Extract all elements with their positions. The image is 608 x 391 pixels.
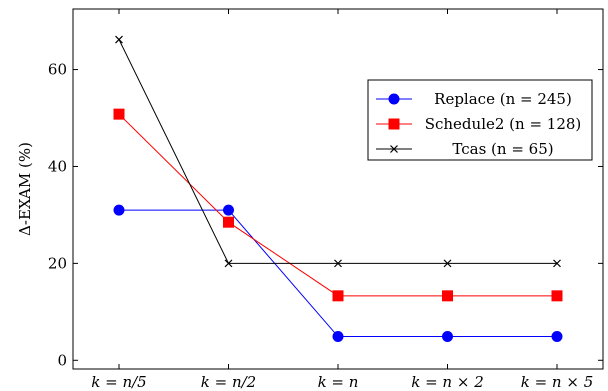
x-tick-label: k = n: [318, 373, 359, 391]
x-marker-stroke: [334, 259, 342, 268]
data-point: [442, 290, 453, 302]
x-marker-stroke: [443, 259, 452, 268]
data-point: [115, 35, 123, 44]
data-point: [551, 290, 563, 302]
data-point: [223, 204, 234, 216]
data-point: [332, 290, 344, 302]
x-tick-label: k = n × 5: [521, 373, 594, 391]
legend-marker: [390, 145, 398, 153]
legend-label: Schedule2 (n = 128): [425, 115, 582, 133]
series-square: [113, 108, 563, 302]
data-point: [334, 259, 342, 268]
series-circle: [113, 204, 563, 343]
x-marker-stroke: [390, 145, 398, 153]
series-line: [119, 209, 557, 338]
legend: Replace (n = 245) Schedule2 (n = 128) Tcas…: [367, 79, 593, 161]
legend-marker: [388, 93, 400, 105]
x-tick-label: k = n × 2: [411, 373, 484, 391]
data-point: [332, 331, 344, 343]
x-marker-stroke: [553, 259, 561, 268]
y-axis: 0 20 40 60: [48, 61, 603, 369]
data-point: [113, 108, 125, 120]
data-point: [113, 204, 125, 216]
data-point: [551, 331, 563, 343]
data-point: [443, 259, 452, 268]
series-x: [115, 35, 561, 268]
legend-label: Tcas (n = 65): [452, 140, 553, 158]
y-tick-label: 40: [48, 157, 67, 175]
y-axis-title: Δ-EXAM (%): [16, 142, 34, 236]
x-tick-label: k = n/5: [91, 373, 146, 391]
data-point: [553, 259, 561, 268]
legend-label: Replace (n = 245): [434, 90, 572, 108]
plot-frame: [72, 8, 604, 370]
series-group: [113, 35, 563, 343]
x-axis: k = n/5 k = n/2 k = n k = n × 2 k = n × 5: [91, 9, 593, 391]
x-marker-stroke: [224, 259, 233, 268]
data-point: [442, 331, 453, 343]
data-point: [223, 216, 234, 228]
x-marker-stroke: [115, 35, 123, 44]
y-tick-label: 20: [48, 254, 67, 272]
y-tick-label: 60: [48, 61, 67, 79]
x-tick-label: k = n/2: [201, 373, 256, 391]
legend-marker: [388, 118, 400, 130]
data-point: [224, 259, 233, 268]
y-tick-label: 0: [57, 351, 67, 369]
legend-box: [367, 79, 593, 161]
